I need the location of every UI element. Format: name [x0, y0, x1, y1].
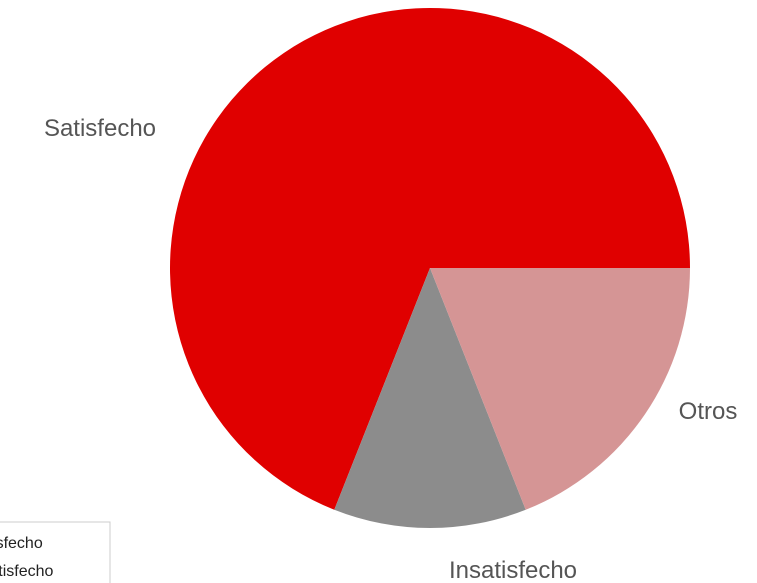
slice-label: Otros [679, 398, 738, 425]
legend-box [0, 521, 111, 583]
slice [334, 268, 526, 528]
legend-label: Insatisfecho [0, 563, 53, 580]
slice [430, 268, 690, 510]
slice-label: Satisfecho [44, 115, 156, 142]
legend-label: Satisfecho [0, 535, 43, 552]
slice-label: Insatisfecho [449, 557, 577, 583]
slice [170, 7, 691, 510]
pie [170, 7, 691, 528]
